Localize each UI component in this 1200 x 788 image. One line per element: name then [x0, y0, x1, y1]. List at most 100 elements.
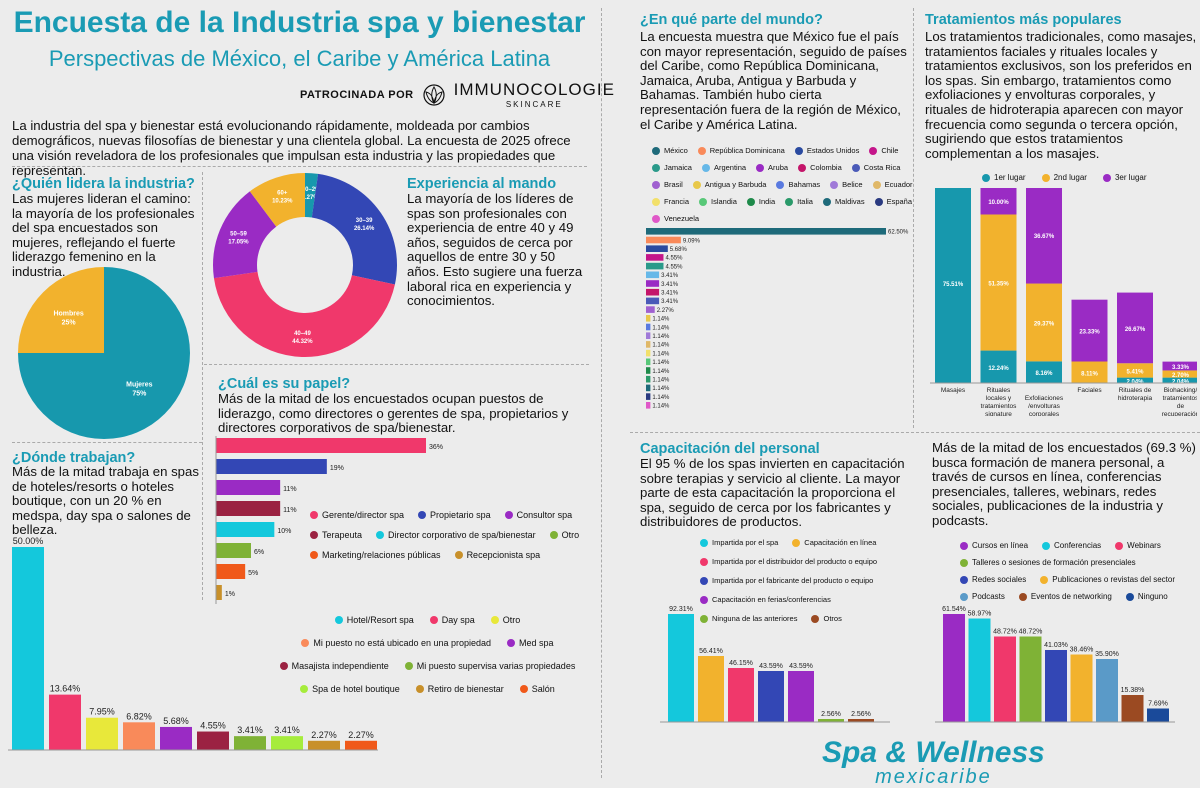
country-bar	[646, 315, 651, 322]
legend-swatch	[429, 616, 438, 624]
bar-label: 43.59%	[759, 663, 783, 670]
role-bar	[216, 459, 327, 474]
legend-item: Impartida por el fabricante del producto…	[700, 576, 873, 585]
role-bar-label: 10%	[277, 528, 291, 535]
bar-label: 5.68%	[163, 716, 189, 726]
bar-label: 2.27%	[311, 730, 337, 740]
legend-swatch	[982, 173, 990, 182]
legend-swatch	[1018, 592, 1027, 601]
bar	[788, 671, 814, 722]
category-label: corporales	[1029, 411, 1060, 416]
legend-swatch	[830, 180, 839, 189]
legend-item: Ecuador	[872, 180, 913, 189]
legend-label: Recepcionista spa	[466, 550, 541, 560]
segment-label: 2.70%	[1172, 373, 1190, 379]
pie-slice	[305, 173, 319, 218]
legend-swatch	[960, 592, 968, 601]
country-bar-label: 2.27%	[657, 308, 675, 314]
legend-swatch	[700, 595, 708, 604]
bar	[943, 614, 965, 722]
legend-swatch	[549, 531, 558, 539]
legend-item: Eventos de networking	[1018, 592, 1112, 601]
legend-label: Redes sociales	[972, 575, 1027, 584]
country-bar	[646, 375, 651, 383]
stacked-bar-segment	[1026, 361, 1062, 383]
legend-swatch	[300, 685, 309, 693]
legend-item: Mi puesto no está ubicado en una propied…	[301, 638, 491, 648]
legend-swatch	[490, 616, 499, 624]
country-bar-chart: 62.50% 9.09% 5.68% 4.55% 4.55% 3.41% 3.41% 3.41…	[646, 228, 909, 410]
legend-swatch	[652, 146, 660, 155]
bar-label: 2.27%	[348, 730, 374, 740]
legend-label: Spa de hotel boutique	[312, 684, 400, 694]
legend-swatch	[792, 538, 801, 547]
legend-item: Masajista independiente	[279, 661, 389, 671]
legend-item: Impartida por el distribuidor del produc…	[700, 557, 877, 566]
role-bar-label: 11%	[283, 486, 297, 493]
bar	[968, 618, 991, 722]
legend-swatch	[507, 639, 516, 647]
segment-label: 51.35%	[988, 282, 1009, 288]
tratamientos-heading: Tratamientos más populares	[925, 12, 1122, 28]
stacked-bar-segment	[1117, 363, 1153, 378]
legend-swatch	[301, 639, 310, 647]
country-bar-label: 3.41%	[661, 291, 679, 297]
legend-swatch	[454, 551, 463, 559]
legend-swatch	[700, 557, 708, 566]
country-bar-label: 3.41%	[661, 273, 679, 279]
category-label: recuperación	[1162, 411, 1197, 416]
category-label: Rituales de	[1119, 387, 1152, 394]
workplace-bar-chart: 50.00% 13.64% 7.95% 6.82% 5.68% 4.55% 3.41% 3.4…	[8, 536, 378, 751]
bar-label: 50.00%	[13, 536, 44, 546]
age-donut-chart: 20–29 2.27% 30–39 26.14% 40–49 44.32% 50–59 17.…	[213, 173, 397, 358]
bar-label: 58.97%	[968, 611, 992, 618]
legend-item: 2nd lugar	[1041, 173, 1087, 182]
slice-value: 25%	[62, 320, 77, 327]
bar-label: 92.31%	[669, 606, 693, 613]
country-bar-label: 1.14%	[652, 378, 670, 384]
bar	[12, 547, 44, 750]
legend-swatch	[794, 146, 803, 155]
country-bar	[646, 358, 651, 366]
legend-label: Talleres o sesiones de formación presenc…	[972, 558, 1136, 567]
bar-label: 48.72%	[993, 628, 1017, 635]
category-label: Biohacking/	[1164, 387, 1197, 394]
bar	[197, 731, 229, 750]
legend-swatch	[746, 197, 755, 206]
bar	[1147, 708, 1169, 722]
country-bar-label: 9.09%	[683, 238, 701, 244]
stacked-bar-segment	[1026, 283, 1062, 362]
legend-swatch	[756, 163, 765, 172]
legend-item: Otro	[549, 530, 579, 540]
legend-label: Med spa	[519, 638, 554, 648]
legend-swatch	[652, 180, 660, 189]
role-bar-label: 36%	[429, 444, 443, 451]
legend-swatch	[697, 146, 706, 155]
legend-item: Aruba	[756, 163, 788, 172]
legend-label: Hotel/Resort spa	[346, 615, 414, 625]
legend-swatch	[701, 163, 710, 172]
role-bar-chart: 36% 19% 11% 11% 10% 6% 5% 1%	[215, 436, 443, 604]
legend-item: Ninguno	[1125, 592, 1168, 601]
country-bar	[646, 297, 660, 305]
legend-item: Cursos en línea	[960, 541, 1028, 550]
legend-label: Jamaica	[664, 163, 692, 172]
legend-item: Gerente/director spa	[310, 510, 404, 520]
segment-label: 8.16%	[1035, 371, 1053, 377]
bar	[758, 671, 784, 722]
legend-item: Publicaciones o revistas del sector	[1040, 575, 1175, 584]
legend-label: Aruba	[768, 163, 789, 172]
bar-label: 35.90%	[1095, 651, 1119, 658]
pie-slice	[213, 271, 395, 358]
category-label: tratamientos	[1163, 395, 1197, 402]
spa-wellness-logo: Spa & Wellness mexicaribe	[822, 738, 1045, 788]
divider	[12, 442, 202, 443]
role-legend: Gerente/director spa Propietario spa Consu…	[310, 510, 600, 560]
legend-label: Brasil	[664, 180, 683, 189]
divider	[12, 166, 587, 167]
legend-label: Otros	[823, 614, 842, 623]
legend-item: Day spa	[429, 615, 475, 625]
training-bar-chart: 92.31% 56.41% 46.15% 43.59% 43.59% 2.56% 2.56%	[660, 606, 890, 723]
legend-swatch	[851, 163, 860, 172]
stacked-bar-segment	[1071, 299, 1108, 362]
